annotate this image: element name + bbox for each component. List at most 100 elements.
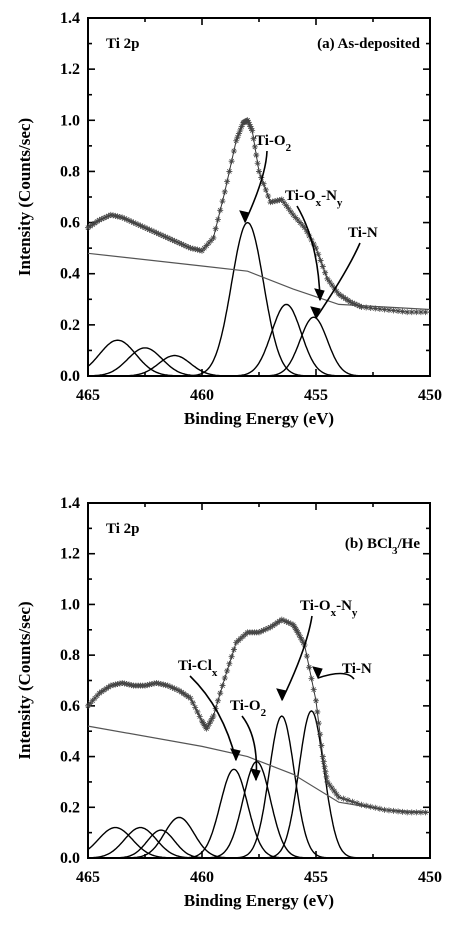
data-point xyxy=(221,674,228,681)
data-point xyxy=(151,228,158,235)
data-point xyxy=(344,297,351,304)
data-point xyxy=(148,681,155,688)
data-point xyxy=(422,809,429,816)
data-point xyxy=(126,681,133,688)
data-point xyxy=(324,275,331,282)
data-point xyxy=(313,245,319,252)
data-point xyxy=(192,704,199,711)
data-point xyxy=(219,198,226,205)
data-point xyxy=(144,225,151,232)
data-point xyxy=(238,123,245,130)
data-point xyxy=(204,723,211,730)
data-point xyxy=(245,119,252,126)
data-point xyxy=(258,174,265,181)
data-point xyxy=(233,639,240,646)
y-tick-label: 0.0 xyxy=(60,850,80,867)
data-point xyxy=(285,619,292,626)
data-point xyxy=(254,160,261,167)
data-point xyxy=(290,211,297,218)
data-point xyxy=(294,217,301,224)
data-point xyxy=(228,653,235,660)
data-point xyxy=(322,768,329,775)
data-point xyxy=(271,621,278,628)
data-point xyxy=(390,307,397,314)
data-point xyxy=(212,225,219,232)
peak-label: Ti-Ox-Ny xyxy=(285,188,343,209)
fit-component-peak xyxy=(88,768,430,859)
data-point xyxy=(340,795,347,802)
data-point xyxy=(338,292,345,299)
data-point xyxy=(399,308,406,315)
data-point xyxy=(123,216,130,223)
y-tick-label: 1.2 xyxy=(60,61,80,78)
data-point xyxy=(142,224,148,231)
data-point xyxy=(85,224,91,231)
data-point xyxy=(116,680,123,687)
data-point xyxy=(234,134,241,141)
x-tick-label: 455 xyxy=(304,387,328,404)
data-point xyxy=(320,758,327,765)
data-point xyxy=(293,627,300,634)
data-point xyxy=(91,695,98,702)
data-point xyxy=(290,621,297,628)
data-point xyxy=(203,725,210,732)
data-point xyxy=(155,680,162,687)
data-point xyxy=(135,221,142,228)
data-point xyxy=(235,130,242,137)
panel-b: 0.0 0.2 0.4 0.6 0.8 1.0 1.2 1.4 465 460 455 450 Bind… xyxy=(15,495,442,910)
fit-component-peak xyxy=(87,339,430,377)
data-point xyxy=(155,230,162,237)
data-point xyxy=(298,636,305,643)
fit-component-peak xyxy=(88,829,430,859)
data-point xyxy=(151,680,158,687)
data-point xyxy=(98,688,105,695)
data-point xyxy=(160,681,167,688)
data-point xyxy=(385,307,392,314)
data-point xyxy=(265,192,272,199)
data-point xyxy=(422,309,429,316)
data-point xyxy=(322,269,329,276)
data-point xyxy=(178,241,185,248)
data-point xyxy=(347,298,354,305)
data-point xyxy=(233,137,240,144)
peak-arrow xyxy=(296,205,321,301)
arrowhead xyxy=(312,666,323,680)
y-tick-label: 0.4 xyxy=(60,749,80,766)
peak-arrow xyxy=(317,672,355,680)
data-point xyxy=(247,123,254,130)
peak-label: Ti-O2 xyxy=(255,133,292,154)
data-point xyxy=(395,308,402,315)
data-point xyxy=(253,152,260,159)
y-tick-label: 1.4 xyxy=(60,495,80,512)
data-point xyxy=(278,196,285,203)
y-axis-title: Intensity (Counts/sec) xyxy=(15,118,34,276)
data-point xyxy=(306,232,313,239)
data-point xyxy=(208,237,215,244)
data-point xyxy=(114,213,121,220)
data-point xyxy=(228,158,235,165)
data-point xyxy=(137,222,144,229)
data-point xyxy=(116,213,123,220)
data-point xyxy=(376,306,383,313)
arrowhead xyxy=(250,768,261,782)
data-point xyxy=(173,239,180,246)
data-point xyxy=(176,240,183,247)
data-point xyxy=(292,626,299,633)
data-point xyxy=(167,683,174,690)
data-point xyxy=(237,127,244,134)
y-tick-label: 1.4 xyxy=(60,10,80,27)
data-point xyxy=(107,211,114,218)
arrowhead xyxy=(276,688,287,702)
data-point xyxy=(157,681,164,688)
data-point xyxy=(328,281,335,288)
data-point xyxy=(372,305,379,312)
peak-label: Ti-O2 xyxy=(230,698,267,719)
data-point xyxy=(230,147,237,154)
data-point xyxy=(139,223,146,230)
data-point xyxy=(358,303,365,310)
data-point xyxy=(372,804,379,811)
data-point xyxy=(121,680,128,687)
data-point xyxy=(354,800,361,807)
data-point xyxy=(318,742,325,749)
